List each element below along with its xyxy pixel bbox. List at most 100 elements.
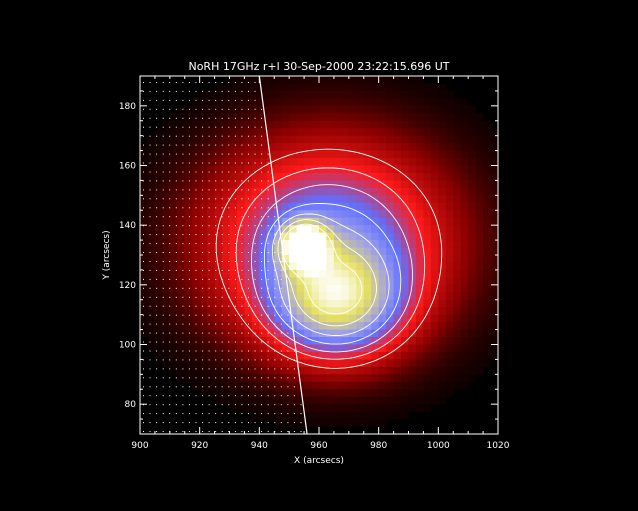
heatmap-cell [311, 202, 320, 211]
grid-dot [293, 395, 295, 397]
grid-dot [248, 198, 249, 200]
heatmap-cell [363, 195, 372, 204]
heatmap-cell [229, 284, 238, 293]
grid-dot [254, 368, 256, 370]
heatmap-cell [199, 202, 208, 211]
heatmap-cell [326, 158, 335, 166]
heatmap-cell [169, 284, 178, 293]
heatmap-cell [348, 381, 357, 390]
heatmap-cell [483, 262, 491, 271]
heatmap-cell [222, 329, 230, 338]
heatmap-cell [222, 374, 230, 383]
grid-dot [228, 153, 230, 155]
heatmap-cell [214, 240, 223, 248]
heatmap-cell [311, 262, 320, 271]
grid-dot [195, 82, 197, 83]
heatmap-cell [401, 217, 409, 226]
heatmap-cell [311, 277, 320, 286]
grid-dot [208, 287, 210, 289]
heatmap-cell [229, 180, 238, 189]
heatmap-cell [236, 150, 245, 159]
heatmap-cell [162, 195, 171, 204]
heatmap-cell [207, 225, 215, 234]
heatmap-cell [311, 105, 320, 114]
heatmap-cell [460, 217, 469, 226]
heatmap-cell [274, 232, 283, 241]
heatmap-cell [214, 299, 223, 308]
grid-dot [280, 431, 282, 432]
heatmap-cell [296, 90, 305, 99]
grid-dot [221, 117, 223, 119]
grid-dot [234, 431, 236, 432]
grid-dot [208, 261, 210, 262]
heatmap-cell [438, 120, 447, 129]
heatmap-cell [266, 307, 275, 316]
heatmap-cell [341, 76, 350, 84]
heatmap-cell [475, 337, 484, 345]
heatmap-cell [423, 195, 432, 204]
heatmap-cell [438, 158, 447, 166]
grid-dot [149, 216, 151, 218]
heatmap-cell [490, 232, 498, 241]
heatmap-cell [475, 322, 484, 330]
heatmap-cell [438, 307, 447, 316]
heatmap-cell [169, 299, 178, 308]
grid-dot [267, 189, 269, 191]
grid-dot [248, 404, 249, 406]
heatmap-cell [154, 269, 163, 278]
grid-dot [162, 431, 164, 432]
heatmap-cell [199, 292, 208, 301]
heatmap-cell [386, 158, 394, 166]
heatmap-cell [475, 292, 484, 301]
heatmap-cell [259, 202, 268, 211]
heatmap-cell [296, 322, 305, 330]
heatmap-cell [214, 396, 223, 405]
grid-dot [234, 90, 236, 92]
heatmap-cell [363, 120, 372, 129]
grid-dot [188, 162, 190, 164]
grid-dot [156, 108, 158, 110]
grid-dot [175, 296, 177, 298]
grid-dot [188, 225, 190, 227]
heatmap-cell [229, 232, 238, 241]
heatmap-cell [386, 143, 394, 151]
heatmap-cell [341, 187, 350, 196]
heatmap-cell [363, 83, 372, 92]
grid-dot [261, 171, 263, 173]
heatmap-cell [266, 105, 275, 114]
heatmap-cell [296, 404, 305, 413]
heatmap-cell [304, 120, 312, 129]
heatmap-cell [214, 128, 223, 137]
heatmap-cell [341, 389, 350, 398]
heatmap-cell [207, 202, 215, 211]
heatmap-cell [415, 195, 424, 204]
grid-dot [188, 314, 190, 316]
heatmap-cell [311, 187, 320, 196]
grid-dot [149, 198, 151, 200]
grid-dot [156, 243, 158, 245]
heatmap-cell [333, 113, 342, 122]
grid-dot [241, 90, 243, 92]
heatmap-cell [289, 389, 298, 398]
heatmap-cell [371, 269, 380, 278]
heatmap-cell [296, 232, 305, 241]
grid-dot [248, 350, 249, 352]
heatmap-cell [415, 232, 424, 241]
heatmap-cell [304, 128, 312, 137]
heatmap-cell [408, 247, 417, 256]
heatmap-cell [386, 210, 394, 219]
grid-dot [202, 180, 204, 182]
heatmap-cell [266, 83, 275, 92]
grid-dot [202, 117, 204, 119]
heatmap-cell [162, 329, 171, 338]
heatmap-cell [460, 374, 469, 383]
heatmap-cell [319, 90, 327, 99]
heatmap-cell [147, 322, 156, 330]
heatmap-cell [319, 389, 327, 398]
heatmap-cell [147, 143, 156, 151]
grid-dot [195, 216, 197, 218]
heatmap-cell [430, 247, 439, 256]
heatmap-cell [177, 120, 186, 129]
grid-dot [143, 162, 144, 164]
heatmap-cell [266, 76, 275, 84]
